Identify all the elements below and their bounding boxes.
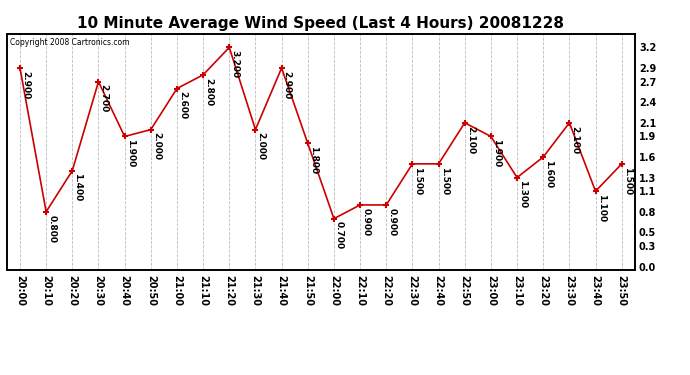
Text: 2.700: 2.700 [99,84,108,113]
Text: 2.900: 2.900 [283,71,292,99]
Text: 1.500: 1.500 [413,166,422,195]
Text: 2.900: 2.900 [21,71,30,99]
Title: 10 Minute Average Wind Speed (Last 4 Hours) 20081228: 10 Minute Average Wind Speed (Last 4 Hou… [77,16,564,31]
Text: 0.900: 0.900 [387,208,396,236]
Text: 1.500: 1.500 [623,166,632,195]
Text: 1.800: 1.800 [309,146,318,174]
Text: 3.200: 3.200 [230,50,239,78]
Text: 2.100: 2.100 [466,126,475,154]
Text: 2.000: 2.000 [152,132,161,160]
Text: 1.600: 1.600 [544,160,553,188]
Text: 1.300: 1.300 [518,180,527,209]
Text: Copyright 2008 Cartronics.com: Copyright 2008 Cartronics.com [10,39,130,48]
Text: 1.100: 1.100 [597,194,606,222]
Text: 2.800: 2.800 [204,78,213,106]
Text: 1.500: 1.500 [440,166,449,195]
Text: 2.100: 2.100 [571,126,580,154]
Text: 1.900: 1.900 [126,139,135,168]
Text: 1.400: 1.400 [73,174,82,202]
Text: 2.000: 2.000 [257,132,266,160]
Text: 0.900: 0.900 [361,208,370,236]
Text: 0.800: 0.800 [47,214,56,243]
Text: 2.600: 2.600 [178,91,187,119]
Text: 0.700: 0.700 [335,221,344,249]
Text: 1.900: 1.900 [492,139,501,168]
